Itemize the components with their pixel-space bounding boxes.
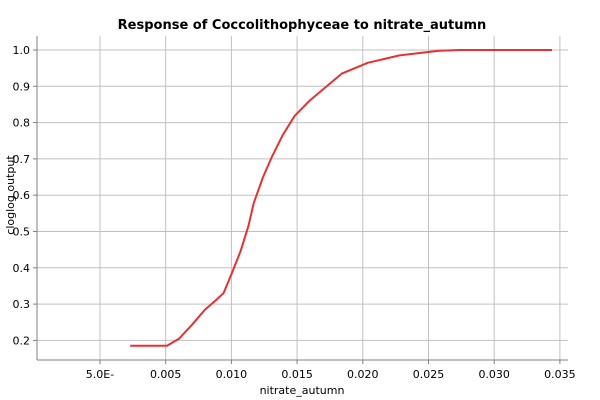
x-tick-label: 0.025 — [413, 368, 445, 381]
x-tick-label: 0.005 — [150, 368, 182, 381]
axes — [33, 36, 568, 364]
x-tick-label: 0.020 — [347, 368, 379, 381]
y-tick-label: 0.8 — [13, 117, 31, 130]
y-tick-label: 0.2 — [13, 334, 31, 347]
x-tick-label: 0.035 — [544, 368, 576, 381]
x-tick-label: 5.0E- — [86, 368, 114, 381]
y-tick-label: 0.5 — [13, 226, 31, 239]
response-curve — [130, 49, 552, 347]
tick-labels: 5.0E- 0.005 0.010 0.015 0.020 0.025 0.030 0.035… — [13, 44, 576, 381]
x-tick-label: 0.015 — [281, 368, 313, 381]
y-tick-label: 0.7 — [13, 153, 31, 166]
y-tick-label: 0.9 — [13, 80, 31, 93]
y-axis-label: cloglog output — [4, 155, 17, 235]
chart-title: Response of Coccolithophyceae to nitrate… — [118, 18, 487, 33]
y-tick-label: 0.4 — [13, 262, 31, 275]
y-tick-label: 0.6 — [13, 189, 31, 202]
x-tick-label: 0.030 — [478, 368, 510, 381]
grid — [37, 36, 568, 360]
y-tick-label: 0.3 — [13, 298, 31, 311]
series — [130, 49, 552, 347]
x-axis-label: nitrate_autumn — [260, 384, 345, 397]
x-tick-label: 0.010 — [216, 368, 248, 381]
y-tick-label: 1.0 — [13, 44, 31, 57]
